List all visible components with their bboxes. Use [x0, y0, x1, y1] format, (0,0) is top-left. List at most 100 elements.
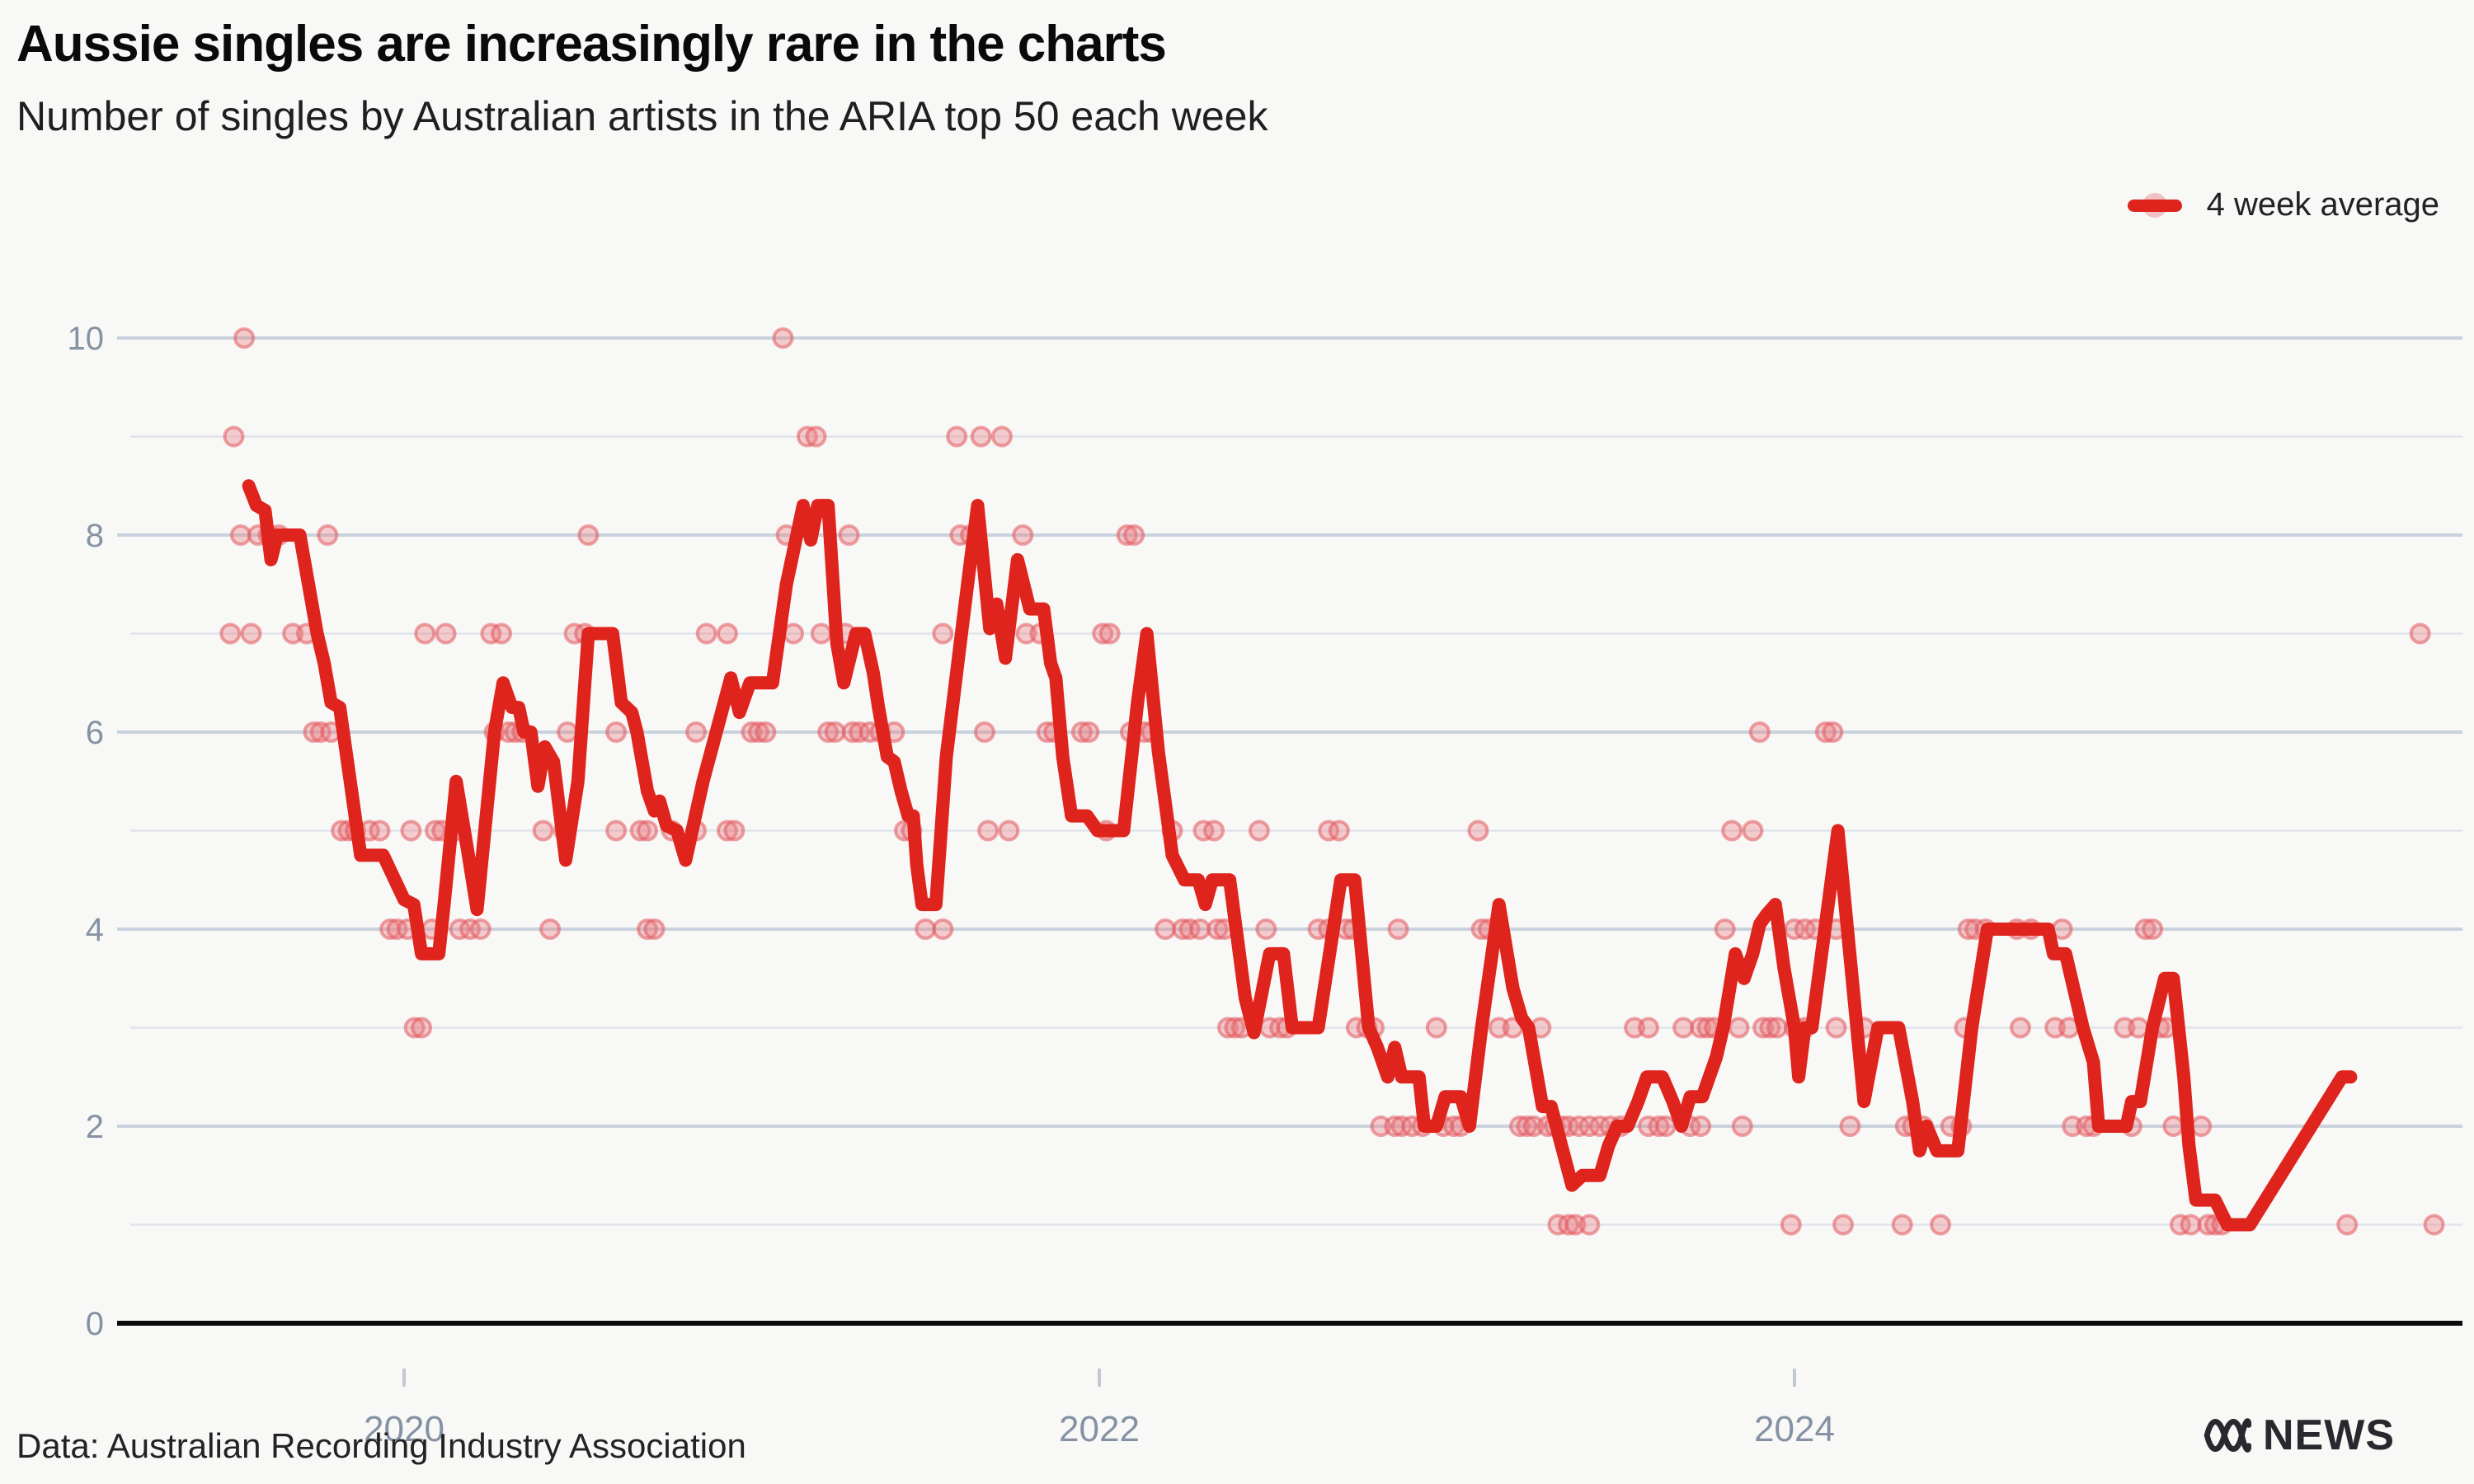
weekly-point [1839, 1115, 1861, 1137]
abc-lissajous-icon [2204, 1418, 2251, 1453]
weekly-point [2134, 918, 2157, 940]
abc-news-logo: NEWS [2204, 1413, 2395, 1458]
y-tick-label: 10 [68, 321, 105, 357]
weekly-point [1248, 819, 1270, 842]
weekly-point [539, 918, 562, 940]
weekly-point [998, 819, 1020, 842]
abc-news-wordmark: NEWS [2263, 1413, 2395, 1458]
weekly-point [577, 524, 600, 546]
weekly-point [414, 622, 436, 645]
y-tick-label: 2 [86, 1109, 104, 1145]
weekly-point [424, 819, 446, 842]
weekly-point [977, 819, 999, 842]
weekly-point [637, 918, 659, 940]
weekly-point [1721, 819, 1743, 842]
news-text: NEWS [2263, 1413, 2395, 1458]
weekly-point [1092, 622, 1114, 645]
weekly-point [1558, 1214, 1580, 1236]
weekly-point [1203, 819, 1225, 842]
weekly-point [716, 622, 738, 645]
weekly-point [469, 918, 492, 940]
legend-label: 4 week average [2206, 186, 2439, 223]
weekly-point [1516, 1115, 1538, 1137]
page-title: Aussie singles are increasingly rare in … [16, 16, 1167, 73]
weekly-point [1814, 721, 1837, 743]
weekly-point [723, 819, 745, 842]
weekly-point [605, 721, 628, 743]
weekly-point [369, 819, 391, 842]
weekly-point [1930, 1214, 1952, 1236]
legend: 4 week average [2127, 186, 2439, 223]
weekly-point [1098, 622, 1121, 645]
weekly-point [219, 622, 242, 645]
weekly-point [932, 918, 954, 940]
weekly-point [970, 425, 992, 448]
weekly-point [1714, 918, 1736, 940]
weekly-point [1655, 1115, 1677, 1137]
weekly-point [838, 524, 860, 546]
weekly-point [1637, 1017, 1659, 1039]
weekly-point [1189, 918, 1211, 940]
weekly-point [1578, 1214, 1601, 1236]
weekly-point [435, 622, 457, 645]
weekly-point [1672, 1017, 1695, 1039]
weekly-point [240, 622, 262, 645]
weekly-point [1766, 1017, 1788, 1039]
weekly-point [223, 425, 245, 448]
weekly-point [783, 622, 805, 645]
y-tick-label: 8 [86, 518, 104, 554]
weekly-point [716, 819, 738, 842]
legend-line-swatch [2127, 199, 2182, 212]
weekly-point [1832, 1214, 1855, 1236]
weekly-point [637, 819, 659, 842]
weekly-point [411, 1017, 433, 1039]
weekly-point [532, 819, 554, 842]
weekly-point [973, 721, 995, 743]
weekly-point [747, 721, 769, 743]
weekly-point [1742, 819, 1764, 842]
weekly-point [755, 721, 777, 743]
weekly-point [229, 524, 252, 546]
weekly-point [1748, 721, 1771, 743]
legend-line-marker [2127, 192, 2182, 218]
weekly-point [2409, 622, 2431, 645]
weekly-point [1467, 819, 1489, 842]
weekly-point [1425, 1017, 1447, 1039]
weekly-point [317, 524, 339, 546]
y-tick-label: 0 [86, 1306, 104, 1342]
weekly-point [1780, 1214, 1802, 1236]
weekly-point [1328, 819, 1350, 842]
weekly-point [2190, 1115, 2213, 1137]
weekly-point [1206, 918, 1229, 940]
weekly-point [403, 1017, 426, 1039]
weekly-point [1123, 524, 1145, 546]
weekly-point [1759, 1017, 1781, 1039]
weekly-point [1648, 1115, 1670, 1137]
weekly-point [932, 622, 954, 645]
weekly-point [233, 327, 256, 349]
weekly-point [1731, 1115, 1753, 1137]
weekly-point [643, 918, 666, 940]
y-tick-label: 6 [86, 715, 104, 751]
weekly-point [1224, 1017, 1246, 1039]
weekly-point [2423, 1214, 2445, 1236]
weekly-point [1155, 918, 1177, 940]
weekly-point [946, 425, 968, 448]
x-tick-label: 2020 [364, 1409, 444, 1449]
weekly-point [2009, 1017, 2031, 1039]
weekly-point [1078, 721, 1100, 743]
weekly-point [557, 721, 579, 743]
x-tick-label: 2024 [1754, 1409, 1835, 1449]
weekly-point [400, 819, 422, 842]
weekly-point [605, 819, 628, 842]
weekly-point [1728, 1017, 1750, 1039]
weekly-point [810, 622, 832, 645]
weekly-point [2142, 918, 2164, 940]
weekly-point [2336, 1214, 2359, 1236]
data-source-note: Data: Australian Recording Industry Asso… [16, 1426, 746, 1465]
page-subtitle: Number of singles by Australian artists … [16, 93, 1268, 139]
weekly-point [1822, 721, 1844, 743]
weekly-point [772, 327, 794, 349]
weekly-point [2162, 1115, 2185, 1137]
